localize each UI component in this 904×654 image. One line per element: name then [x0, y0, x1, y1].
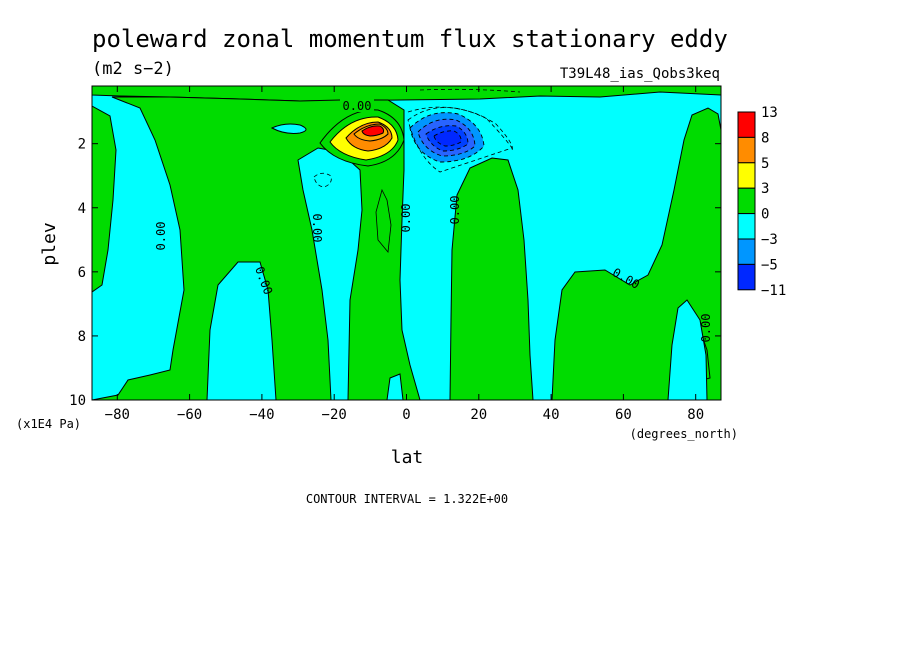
colorbar-swatch: [737, 111, 756, 138]
positive-maximum: [319, 109, 405, 167]
negative-holes: [206, 123, 708, 400]
x-tick-label: 0: [402, 407, 410, 423]
top-positive-strip: [92, 86, 721, 102]
y-tick-label: 8: [78, 329, 86, 345]
top-dashed-line: [419, 88, 521, 93]
contour-label-nh-edge: 0.00: [699, 314, 713, 343]
colorbar-label: 0: [761, 207, 769, 223]
colorbar-label: −11: [761, 283, 786, 299]
x-tick-label: 60: [615, 407, 632, 423]
x-tick-label: −60: [177, 407, 202, 423]
negative-minimum: [409, 112, 485, 163]
small-positive-loop: [375, 188, 392, 253]
x-units-label: (degrees_north): [630, 427, 738, 441]
colorbar: 13 8 5 3 0 −3 −5 −11: [737, 105, 786, 299]
colorbar-swatch: [737, 238, 756, 265]
y-units-label: (x1E4 Pa): [16, 417, 81, 431]
y-axis: 2 4 6 8 10: [69, 137, 721, 409]
x-tick-label: 80: [687, 407, 704, 423]
plot-area: [92, 86, 721, 400]
contour-label-top: 0.00: [343, 99, 372, 113]
positive-contour-13: [361, 125, 385, 137]
colorbar-swatch: [737, 162, 756, 189]
x-tick-label: 20: [470, 407, 487, 423]
colorbar-label: −3: [761, 232, 778, 248]
contour-label-nh: 0.00: [448, 196, 462, 225]
colorbar-label: 13: [761, 105, 778, 121]
colorbar-label: 5: [761, 156, 769, 172]
colorbar-label: 8: [761, 130, 769, 146]
left-edge-positive: [92, 105, 117, 293]
y-tick-label: 2: [78, 137, 86, 153]
chart-title: poleward zonal momentum flux stationary …: [92, 25, 728, 53]
colorbar-swatch: [737, 136, 756, 164]
chart-units: (m2 s−2): [92, 59, 174, 79]
contour-label-sh-left: 0.00: [154, 222, 168, 251]
nh-positive-tongue: [449, 157, 534, 400]
colorbar-swatch: [737, 263, 756, 291]
contour-labels: 0.00 0.00 0.00 0.00 0.00 0.00 0.00 0.00: [154, 98, 713, 342]
x-axis: −80 −60 −40 −20 0 20 40 60 80: [105, 86, 704, 423]
sh-negative-column: [206, 261, 277, 400]
y-tick-label: 4: [78, 201, 86, 217]
x-tick-label: 40: [543, 407, 560, 423]
x-tick-label: −80: [105, 407, 130, 423]
negative-contour-11: [433, 130, 462, 147]
y-tick-label: 10: [69, 393, 86, 409]
colorbar-label: 3: [761, 181, 769, 197]
contour-label-sh-mid: 0.00: [310, 214, 324, 243]
contour-label-eq: 0.00: [399, 204, 413, 233]
contour-interval: CONTOUR INTERVAL = 1.322E+00: [306, 492, 508, 506]
x-tick-label: −20: [322, 407, 347, 423]
negative-contour-outer: [407, 107, 513, 173]
y-tick-label: 6: [78, 265, 86, 281]
run-name: T39L48_ias_Qobs3keq: [560, 66, 720, 82]
y-axis-title: plev: [39, 222, 60, 265]
sh-negative-dash-loop: [313, 172, 332, 188]
colorbar-label: −5: [761, 257, 778, 273]
sh-negative-spot: [270, 123, 307, 134]
colorbar-swatch: [737, 187, 756, 215]
label-bg-top: [340, 98, 374, 112]
colorbar-swatch: [737, 213, 756, 240]
dashed-negative-contours: [313, 88, 521, 188]
nh-negative-column: [667, 299, 708, 400]
x-axis-title: lat: [391, 447, 424, 468]
x-tick-label: −40: [249, 407, 274, 423]
equatorial-negative: [386, 373, 404, 400]
negative-contour-wide: [407, 106, 513, 151]
